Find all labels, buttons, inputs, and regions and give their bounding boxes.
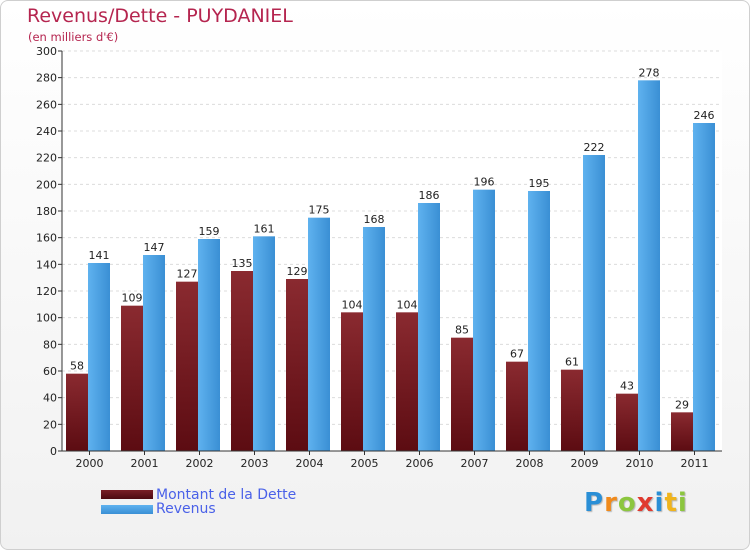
data-label-dette: 127 [177,268,198,281]
bar-revenus [583,155,605,451]
y-tick-label: 60 [43,365,57,378]
y-tick-label: 20 [43,418,57,431]
y-tick-label: 0 [50,445,57,458]
y-tick-label: 260 [36,98,57,111]
data-label-revenus: 186 [419,189,440,202]
x-tick-label: 2006 [406,457,434,470]
data-label-dette: 109 [122,292,143,305]
bar-dette [121,305,143,451]
logo-letter: x [636,488,655,518]
logo-letter: i [677,488,688,518]
bar-dette [451,337,473,451]
x-tick-label: 2004 [296,457,324,470]
y-tick-label: 200 [36,178,57,191]
bar-dette [286,279,308,451]
data-label-revenus: 222 [584,141,605,154]
bar-dette [341,312,363,451]
logo-letter: i [654,488,665,518]
data-label-revenus: 246 [694,109,715,122]
bar-revenus [528,191,550,451]
x-tick-label: 2011 [681,457,709,470]
data-label-revenus: 147 [144,241,165,254]
logo-letter: r [604,488,618,518]
grid-layer [62,50,722,452]
data-label-dette: 58 [70,360,84,373]
bar-dette [66,373,88,451]
y-tick-label: 300 [36,45,57,58]
y-tick-label: 40 [43,392,57,405]
bar-revenus [363,227,385,451]
x-tick-label: 2008 [516,457,544,470]
data-label-dette: 29 [675,398,689,411]
x-tick-label: 2007 [461,457,489,470]
bar-revenus [88,263,110,451]
bar-dette [231,271,253,451]
bar-dette [176,281,198,451]
y-tick-label: 280 [36,72,57,85]
legend-swatch-dette [101,490,153,499]
x-tick-label: 2002 [186,457,214,470]
data-label-dette: 104 [342,298,363,311]
x-tick-label: 2010 [626,457,654,470]
data-label-dette: 43 [620,380,634,393]
data-label-revenus: 196 [474,176,495,189]
logo-letter: t [664,488,678,518]
y-tick-label: 160 [36,232,57,245]
data-label-dette: 104 [397,298,418,311]
x-tick-label: 2000 [76,457,104,470]
bar-revenus [473,189,495,451]
y-tick-label: 240 [36,125,57,138]
axis-layer: 0 20 40 60 80 100 120 140 160 180 200 220 240 260 280 3… [36,45,722,470]
logo-letter: P [584,488,605,518]
bar-revenus [693,123,715,451]
legend-label-dette: Montant de la Dette [156,487,297,503]
bar-dette [561,369,583,451]
data-label-revenus: 278 [639,66,660,79]
chart-title: Revenus/Dette - PUYDANIEL [27,5,293,27]
data-label-dette: 61 [565,356,579,369]
x-tick-label: 2005 [351,457,379,470]
data-label-dette: 85 [455,324,469,337]
y-tick-label: 140 [36,258,57,271]
data-label-dette: 135 [232,257,253,270]
y-tick-label: 220 [36,152,57,165]
data-label-dette: 67 [510,348,524,361]
bar-revenus [308,217,330,451]
legend-label-revenus: Revenus [156,501,216,517]
y-tick-label: 180 [36,205,57,218]
data-label-revenus: 175 [309,204,330,217]
bar-revenus [198,239,220,451]
x-tick-label: 2003 [241,457,269,470]
bar-dette [616,393,638,451]
y-tick-label: 80 [43,338,57,351]
data-label-dette: 129 [287,265,308,278]
bar-dette [506,361,528,451]
legend-swatch-revenus [101,505,153,514]
data-label-revenus: 161 [254,222,275,235]
data-label-revenus: 168 [364,213,385,226]
bar-dette [671,412,693,451]
bar-dette [396,312,418,451]
logo-letter: o [617,488,637,518]
bar-revenus [638,80,660,451]
x-tick-label: 2001 [131,457,159,470]
bars-layer: 58 141 109 147 127 159 135 161 129 175 104 168 104 18… [66,66,715,451]
bar-revenus [418,203,440,451]
data-label-revenus: 141 [89,249,110,262]
chart-subtitle: (en milliers d'€) [28,30,119,44]
x-tick-label: 2009 [571,457,599,470]
y-tick-label: 120 [36,285,57,298]
y-tick-label: 100 [36,312,57,325]
data-label-revenus: 195 [529,177,550,190]
bar-revenus [143,255,165,451]
bar-revenus [253,236,275,451]
proxiti-logo: Proxiti [584,488,688,518]
plot-area [62,51,722,451]
data-label-revenus: 159 [199,225,220,238]
